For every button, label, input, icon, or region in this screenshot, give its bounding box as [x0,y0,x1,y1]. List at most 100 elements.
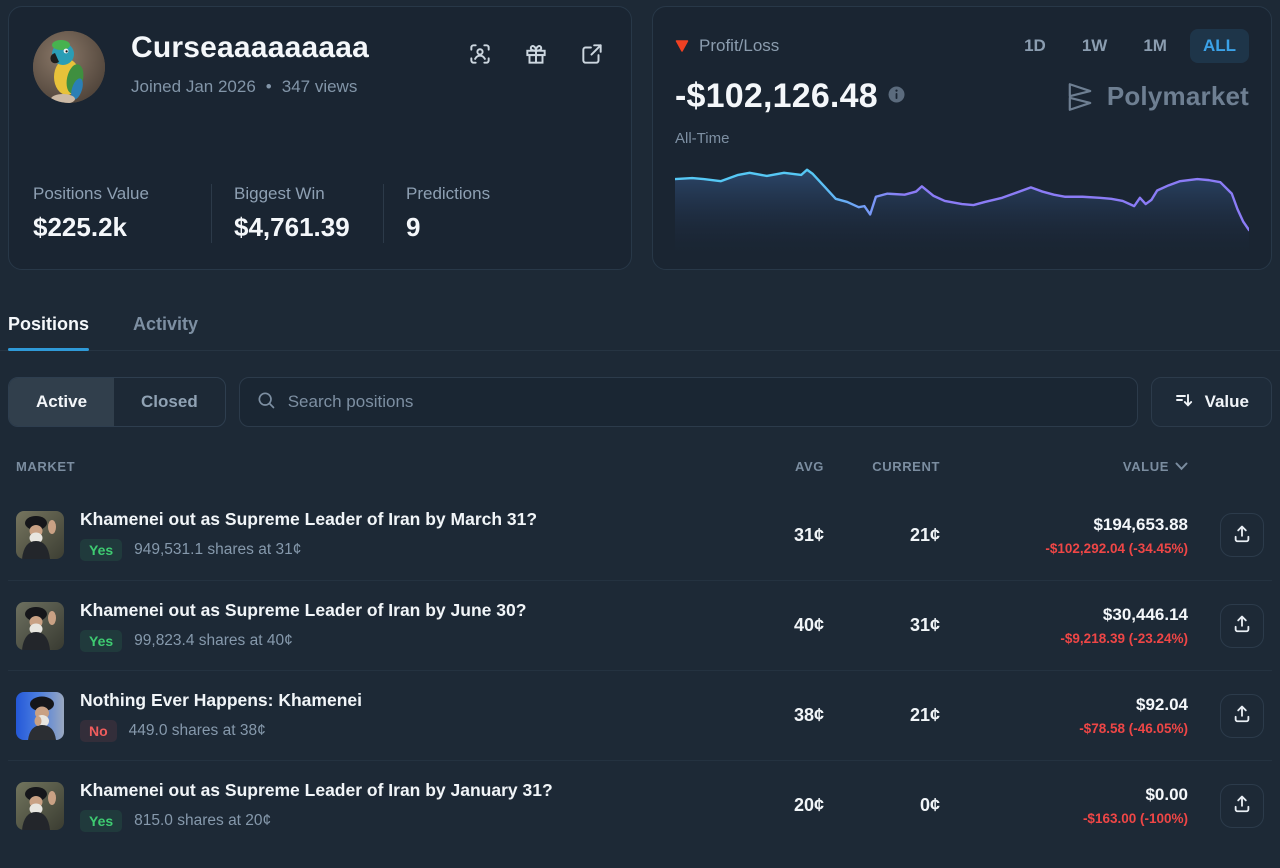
header-current[interactable]: CURRENT [872,459,940,474]
market-meta: Yes 815.0 shares at 20¢ [80,809,738,832]
sort-descending-icon [1174,390,1194,415]
positions-table: MARKET AVG CURRENT VALUE [0,453,1280,850]
position-value: $0.00 [1145,785,1188,804]
stat-biggest-win: Biggest Win $4,761.39 [211,184,383,243]
scan-profile-button[interactable] [465,39,495,69]
pnl-period: All-Time [675,130,730,147]
market-info: Khamenei out as Supreme Leader of Iran b… [80,780,738,832]
market-meta: No 449.0 shares at 38¢ [80,719,738,742]
header-value[interactable]: VALUE [1123,459,1188,474]
filter-active-button[interactable]: Active [9,378,115,426]
stat-value: 9 [406,212,421,242]
section-tabs: Positions Activity [0,314,1280,351]
avg-price: 20¢ [793,795,824,815]
external-link-button[interactable] [577,39,607,69]
value-cell: $0.00 -$163.00 (-100%) [1083,785,1188,826]
market-title: Khamenei out as Supreme Leader of Iran b… [80,779,553,800]
market-meta: Yes 949,531.1 shares at 31¢ [80,539,738,561]
sort-button-label: Value [1204,392,1249,411]
pnl-chart-fill [675,169,1249,255]
share-position-button[interactable] [1220,693,1264,738]
polymarket-watermark: Polymarket [1063,79,1249,115]
profile-page: Curseaaaaaaaaa Joined Jan 2026 • 347 vie… [0,6,1280,850]
loss-triangle-icon [675,40,689,52]
avg-price: 38¢ [793,705,824,725]
views-count: 347 views [281,77,358,96]
pnl-header: Profit/Loss 1D 1W 1M ALL [675,29,1249,63]
market-title: Khamenei out as Supreme Leader of Iran b… [80,599,527,620]
range-tab-1m[interactable]: 1M [1130,29,1180,63]
pnl-value: -$102,126.48 [675,77,878,115]
position-row[interactable]: Khamenei out as Supreme Leader of Iran b… [8,760,1272,850]
share-position-button[interactable] [1220,783,1264,828]
shares-text: 449.0 shares at 38¢ [128,721,266,739]
position-value: $92.04 [1136,695,1188,714]
position-change: -$163.00 (-100%) [1082,811,1188,826]
position-value: $30,446.14 [1102,605,1188,624]
shares-text: 815.0 shares at 20¢ [134,811,272,829]
outcome-badge: Yes [80,809,123,832]
gift-button[interactable] [521,39,551,69]
tab-positions[interactable]: Positions [8,314,90,351]
header-avg[interactable]: AVG [794,459,824,474]
market-thumbnail [16,511,64,559]
position-row[interactable]: Khamenei out as Supreme Leader of Iran b… [8,490,1272,580]
avg-price: 40¢ [793,615,824,635]
range-tab-all[interactable]: ALL [1189,29,1249,63]
range-tabs: 1D 1W 1M ALL [1011,29,1249,63]
shares-text: 949,531.1 shares at 31¢ [134,541,302,558]
range-tab-1w[interactable]: 1W [1069,29,1121,63]
market-title: Nothing Ever Happens: Khamenei [80,689,362,710]
pnl-card: Profit/Loss 1D 1W 1M ALL -$102,126.48 [652,6,1272,270]
avatar [33,31,105,103]
search-input[interactable] [287,392,1121,412]
filter-closed-button[interactable]: Closed [114,378,225,426]
profile-stats: Positions Value $225.2k Biggest Win $4,7… [33,184,607,243]
stat-label: Predictions [406,184,491,203]
market-meta: Yes 99,823.4 shares at 40¢ [80,629,738,652]
outcome-badge: Yes [80,629,123,652]
position-change: -$9,218.39 (-23.24%) [1060,631,1188,646]
position-change: -$78.58 (-46.05%) [1079,721,1188,736]
person-scan-icon [467,41,493,67]
sort-by-value-button[interactable]: Value [1150,377,1272,427]
shares-text: 99,823.4 shares at 40¢ [134,631,293,649]
polymarket-logo-icon [1068,82,1092,111]
search-icon [256,390,276,415]
tab-activity[interactable]: Activity [133,314,198,350]
header-market: MARKET [16,459,76,474]
dot-separator: • [265,77,272,96]
stat-value: $4,761.39 [234,212,350,242]
range-tab-1d[interactable]: 1D [1011,29,1059,63]
value-cell: $92.04 -$78.58 (-46.05%) [1079,695,1188,736]
market-thumbnail [16,691,64,740]
current-price: 21¢ [909,524,940,545]
profile-header: Curseaaaaaaaaa Joined Jan 2026 • 347 vie… [33,31,607,103]
pnl-label-wrap: Profit/Loss [675,36,779,56]
pnl-chart-line [675,170,1249,230]
position-row[interactable]: Khamenei out as Supreme Leader of Iran b… [8,580,1272,670]
share-position-button[interactable] [1220,513,1264,557]
stat-label: Positions Value [33,184,149,203]
share-upload-icon [1232,524,1252,547]
outcome-badge: Yes [80,539,123,561]
pnl-label: Profit/Loss [699,36,780,55]
parrot-avatar-image [33,31,105,103]
external-link-icon [579,41,605,67]
value-cell: $30,446.14 -$9,218.39 (-23.24%) [1060,605,1188,646]
search-box [238,377,1138,427]
share-position-button[interactable] [1220,603,1264,648]
profile-info: Curseaaaaaaaaa Joined Jan 2026 • 347 vie… [131,31,465,97]
avg-price: 31¢ [793,524,824,545]
market-title: Khamenei out as Supreme Leader of Iran b… [80,509,538,529]
info-icon[interactable] [888,86,905,108]
profile-card: Curseaaaaaaaaa Joined Jan 2026 • 347 vie… [8,6,632,270]
current-price: 21¢ [909,705,940,725]
chevron-down-icon [1175,459,1188,474]
profile-name: Curseaaaaaaaaa [131,31,369,64]
position-row[interactable]: Nothing Ever Happens: Khamenei No 449.0 … [8,670,1272,760]
pnl-chart [675,151,1249,255]
stat-predictions: Predictions 9 [383,184,512,243]
market-info: Nothing Ever Happens: Khamenei No 449.0 … [80,690,738,742]
position-change: -$102,292.04 (-34.45%) [1045,540,1188,556]
